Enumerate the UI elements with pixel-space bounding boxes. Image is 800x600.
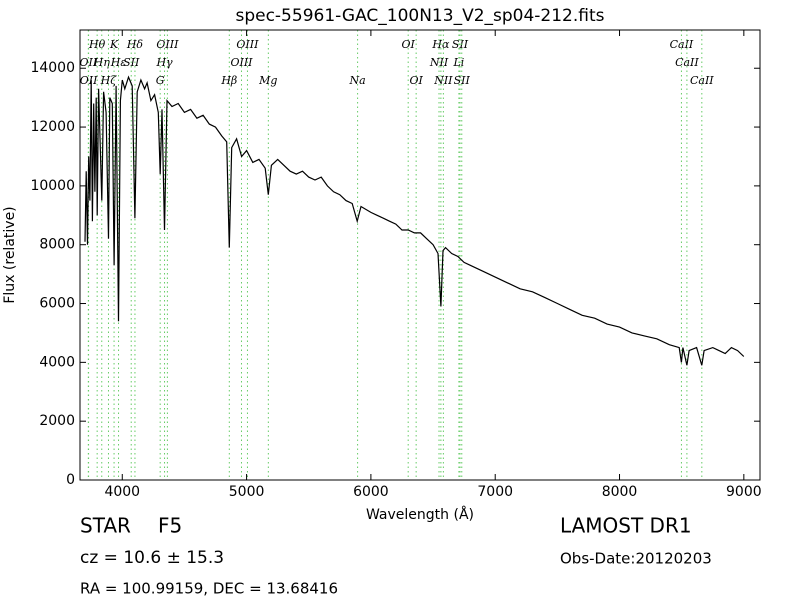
spectral-line-label: CaII: [670, 38, 694, 51]
y-tick-label: 6000: [39, 296, 75, 312]
spectral-line-label: Hζ: [100, 74, 118, 87]
x-tick-label: 9000: [726, 484, 762, 500]
spectral-line-label: SII: [452, 38, 469, 51]
spectral-line-label: G: [156, 74, 165, 87]
spectral-line-label: Hε: [110, 56, 127, 69]
spectral-line-label: K: [109, 38, 119, 51]
spectral-line-label: OIII: [236, 38, 259, 51]
plot-frame: [79, 29, 761, 481]
y-axis-label: Flux (relative): [2, 206, 18, 303]
x-tick-label: 6000: [353, 484, 389, 500]
spectral-line-label: CaII: [675, 56, 699, 69]
x-tick-label: 7000: [477, 484, 513, 500]
x-tick-label: 4000: [104, 484, 140, 500]
y-tick-label: 14000: [30, 60, 75, 76]
spectral-line-label: OIII: [230, 56, 253, 69]
cz: cz = 10.6 ± 15.3: [80, 548, 224, 568]
spectral-line-label: OI: [409, 74, 423, 87]
spectral-line-label: Li: [452, 56, 464, 69]
survey: LAMOST DR1: [560, 514, 692, 538]
spectrum: [84, 75, 745, 366]
x-tick-label: 8000: [602, 484, 638, 500]
spectral-line-label: Na: [349, 74, 366, 87]
spectral-line-label: Mg: [258, 74, 277, 87]
spectral-line-label: Hθ: [88, 38, 106, 51]
spectral-line-label: NII: [429, 56, 449, 69]
spectral-line-label: NII: [433, 74, 453, 87]
spectral-line-label: Hη: [93, 56, 111, 69]
spectral-line-label: Hβ: [220, 74, 237, 87]
obs-date: Obs-Date:20120203: [560, 550, 712, 568]
spectral-line-label: OI: [402, 38, 416, 51]
spectral-line-label: SII: [454, 74, 471, 87]
y-tick-label: 4000: [39, 354, 75, 370]
spectral-line-label: SII: [123, 56, 140, 69]
star-class: STAR: [80, 514, 131, 538]
spectral-line-label: Hδ: [126, 38, 144, 51]
spectral-line-label: OII: [80, 74, 98, 87]
spectral-line-label: OIII: [156, 38, 179, 51]
y-tick-label: 2000: [39, 413, 75, 429]
coordinates: RA = 100.99159, DEC = 13.68416: [80, 580, 338, 598]
y-tick-label: 0: [66, 472, 75, 488]
y-tick-label: 8000: [39, 237, 75, 253]
y-tick-label: 12000: [30, 119, 75, 135]
x-tick-label: 5000: [229, 484, 265, 500]
star-subclass: F5: [158, 514, 182, 538]
x-axis-label: Wavelength (Å): [366, 506, 474, 523]
chart-title: spec-55961-GAC_100N13_V2_sp04-212.fits: [235, 6, 604, 26]
spectral-line-label: CaII: [690, 74, 714, 87]
spectral-line-label: Hα: [431, 38, 450, 51]
spectral-line-label: Hγ: [155, 56, 173, 69]
y-tick-label: 10000: [30, 178, 75, 194]
